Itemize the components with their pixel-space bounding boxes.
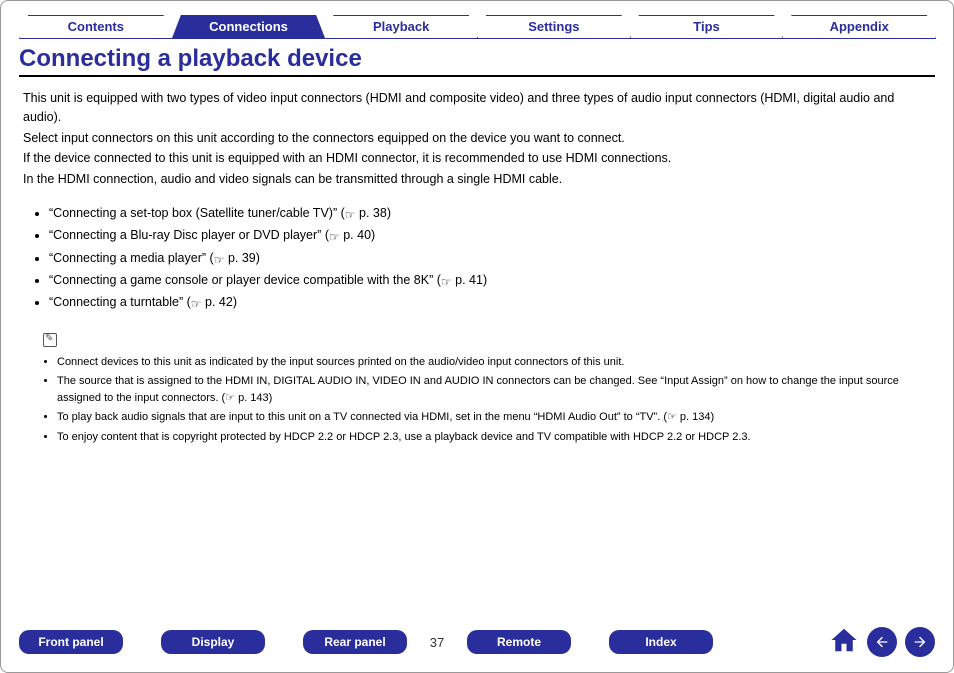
top-tabs: Contents Connections Playback Settings T…: [19, 15, 935, 39]
tab-settings[interactable]: Settings: [477, 15, 631, 39]
home-icon[interactable]: [829, 625, 859, 660]
topic-links: “Connecting a set-top box (Satellite tun…: [49, 203, 935, 315]
topic-link[interactable]: “Connecting a turntable” (☞ p. 42): [49, 292, 935, 314]
topic-link[interactable]: “Connecting a Blu-ray Disc player or DVD…: [49, 225, 935, 247]
rear-panel-button[interactable]: Rear panel: [303, 630, 407, 654]
intro-para: Select input connectors on this unit acc…: [23, 129, 935, 148]
prev-page-icon[interactable]: [867, 627, 897, 657]
page-title: Connecting a playback device: [19, 45, 935, 77]
footer: Front panel Display Rear panel 37 Remote…: [19, 626, 935, 658]
tab-appendix[interactable]: Appendix: [782, 15, 936, 39]
nav-icons: [829, 625, 935, 660]
page-number: 37: [407, 635, 467, 650]
topic-link[interactable]: “Connecting a game console or player dev…: [49, 270, 935, 292]
index-button[interactable]: Index: [609, 630, 713, 654]
note-icon: [43, 333, 57, 347]
front-panel-button[interactable]: Front panel: [19, 630, 123, 654]
intro-para: In the HDMI connection, audio and video …: [23, 170, 935, 189]
note-list: Connect devices to this unit as indicate…: [57, 354, 917, 446]
note-item: To play back audio signals that are inpu…: [57, 409, 917, 426]
tab-contents[interactable]: Contents: [19, 15, 173, 39]
display-button[interactable]: Display: [161, 630, 265, 654]
intro-para: If the device connected to this unit is …: [23, 149, 935, 168]
note-item: To enjoy content that is copyright prote…: [57, 429, 917, 446]
topic-link[interactable]: “Connecting a media player” (☞ p. 39): [49, 248, 935, 270]
topic-link[interactable]: “Connecting a set-top box (Satellite tun…: [49, 203, 935, 225]
tab-playback[interactable]: Playback: [324, 15, 478, 39]
tab-connections[interactable]: Connections: [172, 15, 326, 39]
note-item: Connect devices to this unit as indicate…: [57, 354, 917, 371]
next-page-icon[interactable]: [905, 627, 935, 657]
note-item: The source that is assigned to the HDMI …: [57, 373, 917, 406]
remote-button[interactable]: Remote: [467, 630, 571, 654]
tab-tips[interactable]: Tips: [630, 15, 784, 39]
intro-text: This unit is equipped with two types of …: [23, 89, 935, 189]
intro-para: This unit is equipped with two types of …: [23, 89, 935, 127]
